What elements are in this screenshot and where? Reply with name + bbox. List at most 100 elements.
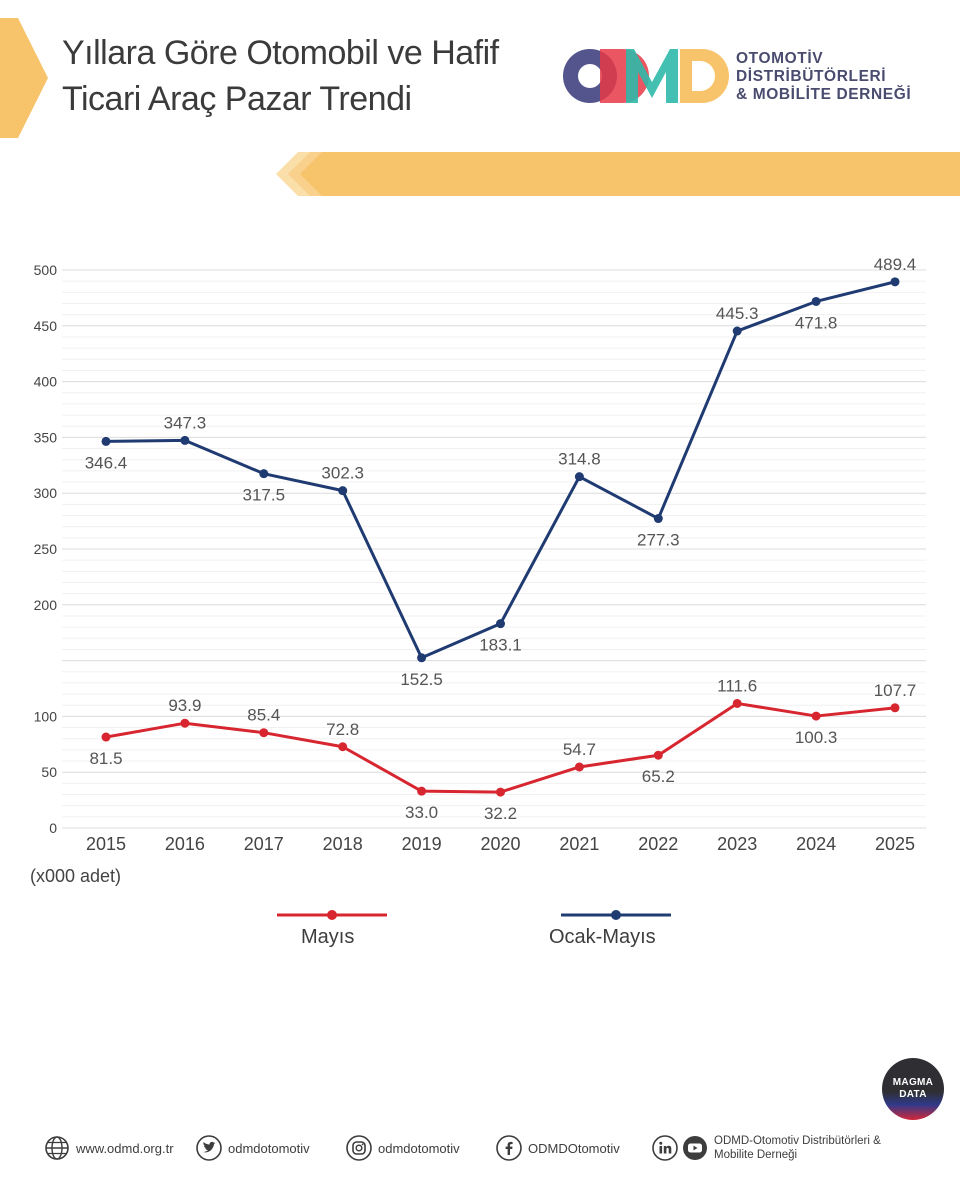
youtube-icon: [683, 1136, 707, 1160]
series-layer: 81.5 93.9 85.4 72.8 33.0 32.2 54.7 65.2 111.6 100…: [85, 255, 917, 823]
data-label-ocak-mayis: 314.8: [558, 450, 601, 469]
data-label-mayis: 93.9: [168, 696, 201, 715]
y-tick-label: 350: [34, 429, 58, 445]
data-point-mayis: [417, 786, 427, 796]
x-tick-label: 2020: [480, 834, 520, 854]
odmd-logo-text: OTOMOTİV DİSTRİBÜTÖRLERİ & MOBİLİTE DERN…: [736, 50, 911, 104]
data-point-ocak-mayis: [417, 653, 427, 663]
data-label-mayis: 85.4: [247, 706, 280, 725]
x-tick-label: 2019: [402, 834, 442, 854]
data-label-mayis: 111.6: [717, 676, 757, 695]
footer-facebook-text: ODMDOtomotiv: [528, 1140, 620, 1156]
footer: www.odmd.org.tr odmdotomotiv odmdotomoti…: [44, 1130, 944, 1166]
data-label-mayis: 107.7: [874, 681, 917, 700]
x-tick-label: 2015: [86, 834, 126, 854]
legend-item-ocak-mayis: Ocak-Mayıs: [549, 900, 761, 960]
x-tick-label: 2023: [717, 834, 757, 854]
odmd-logo-mark: [563, 49, 729, 103]
footer-instagram-text: odmdotomotiv: [378, 1140, 460, 1156]
x-tick-label: 2018: [323, 834, 363, 854]
data-point-ocak-mayis: [496, 619, 505, 629]
data-label-ocak-mayis: 347.3: [164, 413, 207, 432]
odmd-logo: OTOMOTİV DİSTRİBÜTÖRLERİ & MOBİLİTE DERN…: [560, 46, 940, 110]
data-point-mayis: [496, 787, 505, 797]
data-label-ocak-mayis: 277.3: [637, 531, 680, 550]
footer-facebook-link[interactable]: ODMDOtomotiv: [496, 1130, 620, 1166]
logo-text-line-3: & MOBİLİTE DERNEĞİ: [736, 86, 912, 103]
data-label-ocak-mayis: 346.4: [85, 453, 128, 472]
x-tick-label: 2016: [165, 834, 205, 854]
y-tick-label: 0: [49, 820, 57, 836]
y-tick-label: 100: [34, 708, 58, 724]
data-label-ocak-mayis: 317.5: [243, 486, 286, 505]
footer-linkedin-youtube-link[interactable]: ODMD-Otomotiv Distribütörleri & Mobilite…: [652, 1130, 914, 1166]
legend-swatch-ocak-mayis: [561, 910, 671, 920]
y-tick-label: 200: [34, 597, 58, 613]
footer-website-link[interactable]: www.odmd.org.tr: [44, 1130, 174, 1166]
data-label-mayis: 33.0: [405, 803, 438, 822]
data-point-ocak-mayis: [101, 436, 111, 446]
x-tick-label: 2024: [796, 834, 836, 854]
legend-label-mayis: Mayıs: [301, 926, 355, 948]
data-point-mayis: [574, 762, 584, 772]
chart-legend: Mayıs Ocak-Mayıs: [0, 900, 960, 970]
data-point-mayis: [101, 732, 111, 742]
header-chevron: [0, 18, 48, 138]
facebook-icon: [496, 1135, 522, 1161]
data-label-ocak-mayis: 183.1: [479, 636, 522, 655]
y-tick-label: 250: [34, 541, 58, 557]
data-label-mayis: 65.2: [642, 767, 675, 786]
data-point-mayis: [653, 750, 663, 760]
legend-label-ocak-mayis: Ocak-Mayıs: [549, 926, 656, 948]
data-label-ocak-mayis: 471.8: [795, 313, 838, 332]
y-tick-label: 500: [34, 262, 58, 278]
data-point-mayis: [259, 728, 269, 738]
data-label-mayis: 54.7: [563, 740, 596, 759]
data-point-ocak-mayis: [338, 486, 348, 496]
footer-linkedin-youtube-text: ODMD-Otomotiv Distribütörleri & Mobilite…: [714, 1135, 881, 1161]
data-label-mayis: 100.3: [795, 728, 838, 747]
x-tick-label: 2025: [875, 834, 915, 854]
y-tick-label: 450: [34, 318, 58, 334]
instagram-icon: [346, 1135, 372, 1161]
footer-twitter-link[interactable]: odmdotomotiv: [196, 1130, 310, 1166]
magma-data-badge: MAGMA DATA: [882, 1058, 944, 1120]
legend-swatch-mayis: [277, 910, 387, 920]
data-point-ocak-mayis: [890, 277, 900, 287]
data-label-ocak-mayis: 489.4: [874, 255, 917, 274]
footer-twitter-text: odmdotomotiv: [228, 1140, 310, 1156]
linkedin-icon: [652, 1135, 678, 1161]
data-point-ocak-mayis: [259, 469, 269, 479]
y-tick-label: 50: [41, 764, 57, 780]
data-label-ocak-mayis: 152.5: [400, 670, 443, 689]
logo-text-line-2: DİSTRİBÜTÖRLERİ: [736, 68, 887, 85]
logo-text-line-1: OTOMOTİV: [736, 50, 824, 67]
footer-instagram-link[interactable]: odmdotomotiv: [346, 1130, 460, 1166]
twitter-icon: [196, 1135, 222, 1161]
y-axis-ticks: 0 50 100 200 250 300 350 400 450 500: [34, 262, 58, 836]
data-point-mayis: [338, 742, 348, 752]
data-label-ocak-mayis: 445.3: [716, 304, 759, 323]
x-tick-label: 2021: [559, 834, 599, 854]
data-label-mayis: 81.5: [89, 749, 122, 768]
x-tick-label: 2022: [638, 834, 678, 854]
title-line-1: Yıllara Göre Otomobil ve Hafif: [62, 34, 499, 72]
x-tick-label: 2017: [244, 834, 284, 854]
legend-item-mayis: Mayıs: [277, 900, 477, 960]
line-chart: 0 50 100 200 250 300 350 400 450 500 2015 2016 2017…: [30, 255, 926, 886]
globe-icon: [45, 1136, 69, 1160]
data-point-mayis: [180, 718, 190, 728]
data-point-ocak-mayis: [574, 472, 584, 482]
data-point-ocak-mayis: [811, 296, 821, 306]
data-point-ocak-mayis: [180, 435, 190, 445]
y-tick-label: 300: [34, 485, 58, 501]
data-point-mayis: [811, 711, 821, 721]
data-label-ocak-mayis: 302.3: [321, 464, 364, 483]
title-line-2: Ticari Araç Pazar Trendi: [62, 80, 412, 118]
badge-line-2: DATA: [899, 1089, 927, 1100]
unit-label: (x000 adet): [30, 866, 121, 886]
x-axis-ticks: 2015 2016 2017 2018 2019 2020 2021 2022 2023 2024…: [86, 834, 915, 854]
page-title: Yıllara Göre Otomobil ve Hafif Ticari Ar…: [62, 30, 532, 122]
data-point-ocak-mayis: [653, 514, 663, 524]
header-accent-band: [276, 152, 960, 196]
